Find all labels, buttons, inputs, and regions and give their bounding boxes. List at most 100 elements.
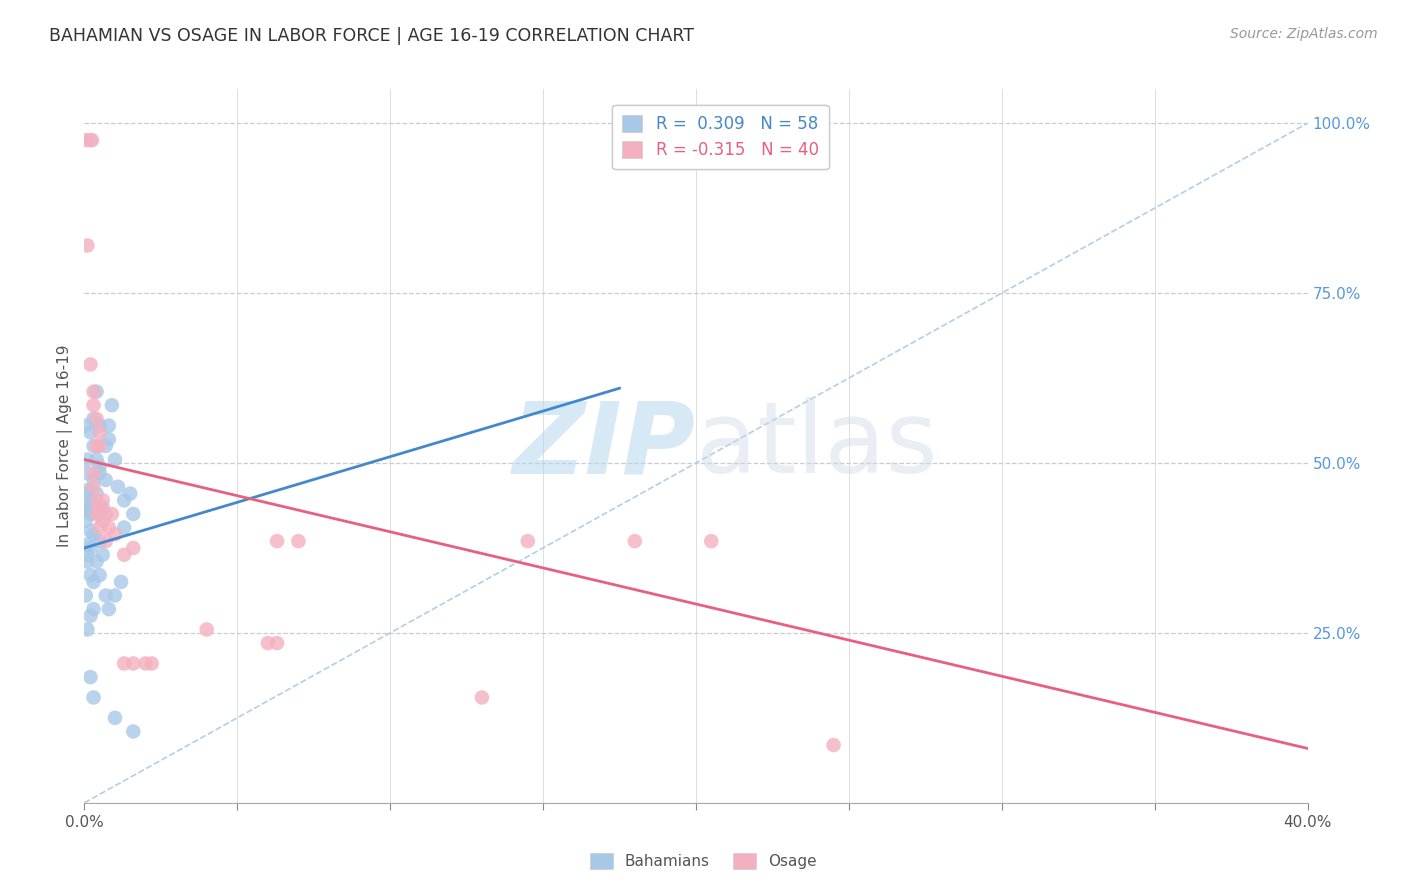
Point — [94, 473, 117, 487]
Point — [83, 384, 105, 399]
Point — [122, 541, 145, 555]
Point — [86, 439, 108, 453]
Point — [79, 507, 101, 521]
Point — [89, 500, 111, 515]
Point — [141, 657, 163, 671]
Point — [91, 500, 114, 515]
Point — [516, 534, 538, 549]
Point — [83, 602, 105, 616]
Text: Source: ZipAtlas.com: Source: ZipAtlas.com — [1230, 27, 1378, 41]
Point — [97, 418, 120, 433]
Point — [76, 548, 98, 562]
Point — [89, 439, 111, 453]
Point — [83, 466, 105, 480]
Legend: R =  0.309   N = 58, R = -0.315   N = 40: R = 0.309 N = 58, R = -0.315 N = 40 — [612, 104, 828, 169]
Point — [122, 724, 145, 739]
Point — [86, 412, 108, 426]
Point — [287, 534, 309, 549]
Point — [266, 534, 288, 549]
Point — [97, 432, 120, 446]
Point — [79, 524, 101, 538]
Point — [112, 548, 135, 562]
Point — [110, 574, 132, 589]
Point — [83, 480, 105, 494]
Point — [83, 398, 105, 412]
Point — [89, 466, 111, 480]
Point — [86, 452, 108, 467]
Point — [94, 507, 117, 521]
Point — [112, 520, 135, 534]
Point — [94, 534, 117, 549]
Y-axis label: In Labor Force | Age 16-19: In Labor Force | Age 16-19 — [58, 344, 73, 548]
Point — [104, 589, 127, 603]
Point — [76, 466, 98, 480]
Point — [700, 534, 723, 549]
Point — [122, 507, 145, 521]
Point — [77, 500, 100, 515]
Point — [89, 425, 111, 440]
Point — [86, 507, 108, 521]
Point — [75, 133, 97, 147]
Point — [86, 493, 108, 508]
Point — [79, 358, 101, 372]
Point — [266, 636, 288, 650]
Point — [89, 459, 111, 474]
Point — [75, 514, 97, 528]
Point — [83, 412, 105, 426]
Point — [76, 555, 98, 569]
Point — [83, 574, 105, 589]
Point — [624, 534, 647, 549]
Point — [76, 238, 98, 252]
Point — [89, 534, 111, 549]
Point — [97, 602, 120, 616]
Point — [89, 520, 111, 534]
Point — [257, 636, 280, 650]
Point — [79, 608, 101, 623]
Point — [76, 483, 98, 498]
Point — [89, 507, 111, 521]
Point — [76, 452, 98, 467]
Point — [91, 493, 114, 508]
Point — [86, 555, 108, 569]
Point — [80, 133, 103, 147]
Point — [79, 568, 101, 582]
Point — [101, 507, 124, 521]
Point — [823, 738, 845, 752]
Text: BAHAMIAN VS OSAGE IN LABOR FORCE | AGE 16-19 CORRELATION CHART: BAHAMIAN VS OSAGE IN LABOR FORCE | AGE 1… — [49, 27, 695, 45]
Point — [94, 439, 117, 453]
Point — [112, 493, 135, 508]
Point — [75, 589, 97, 603]
Point — [79, 133, 101, 147]
Text: atlas: atlas — [696, 398, 938, 494]
Point — [86, 486, 108, 500]
Point — [120, 486, 142, 500]
Point — [195, 623, 218, 637]
Point — [83, 473, 105, 487]
Point — [89, 568, 111, 582]
Point — [79, 541, 101, 555]
Point — [101, 398, 124, 412]
Point — [104, 711, 127, 725]
Point — [471, 690, 494, 705]
Legend: Bahamians, Osage: Bahamians, Osage — [583, 847, 823, 875]
Point — [75, 497, 97, 511]
Point — [104, 452, 127, 467]
Point — [75, 418, 97, 433]
Point — [76, 503, 98, 517]
Point — [76, 537, 98, 551]
Point — [79, 425, 101, 440]
Point — [76, 486, 98, 500]
Point — [97, 520, 120, 534]
Point — [83, 527, 105, 541]
Point — [76, 623, 98, 637]
Point — [83, 439, 105, 453]
Point — [86, 384, 108, 399]
Text: ZIP: ZIP — [513, 398, 696, 494]
Point — [83, 493, 105, 508]
Point — [94, 589, 117, 603]
Point — [107, 480, 129, 494]
Point — [83, 690, 105, 705]
Point — [91, 548, 114, 562]
Point — [89, 418, 111, 433]
Point — [79, 670, 101, 684]
